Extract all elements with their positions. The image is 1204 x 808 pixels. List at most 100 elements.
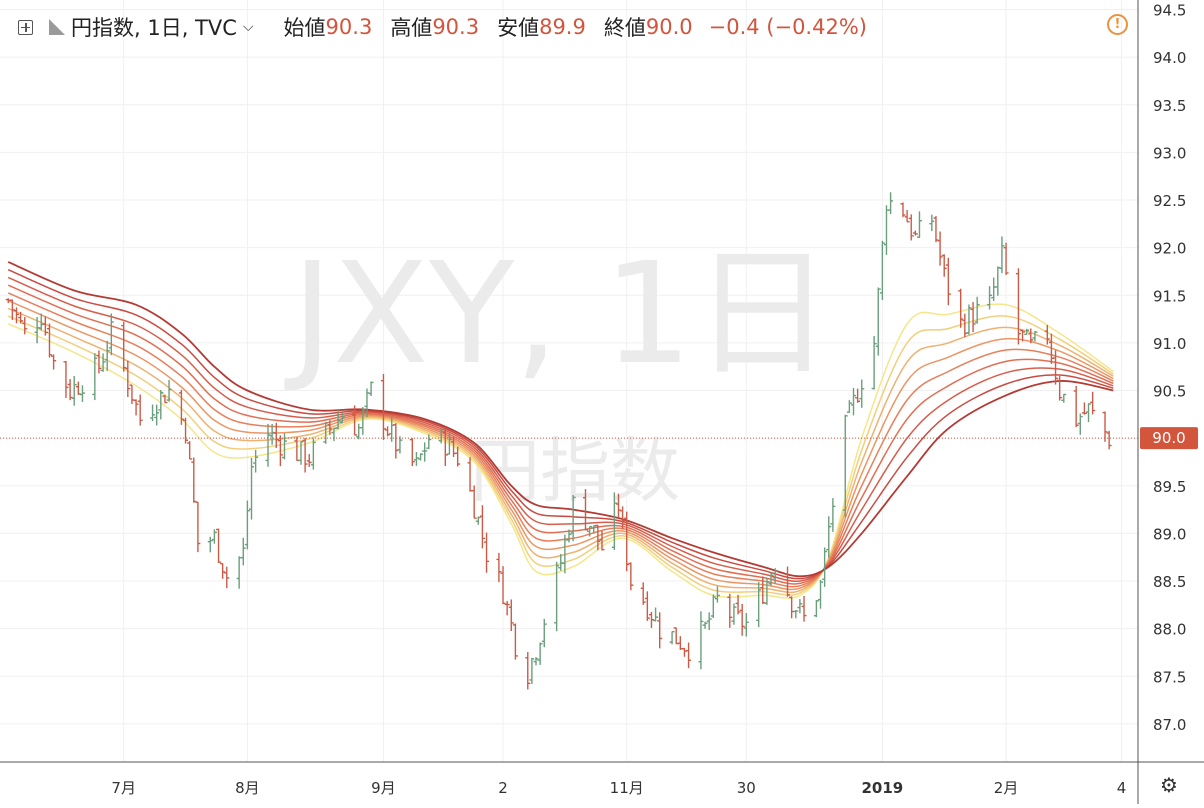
x-tick-label: 7月 (111, 779, 136, 797)
ohlc-bar (851, 388, 856, 416)
y-tick-label: 88.5 (1153, 573, 1186, 591)
ohlc-bar (183, 417, 189, 444)
chevron-down-icon[interactable]: ⌵ (242, 19, 254, 35)
ohlc-bar (846, 400, 852, 413)
ohlc-bar (397, 436, 403, 454)
warning-icon[interactable]: ! (1107, 14, 1128, 35)
ohlc-bar (1106, 430, 1112, 450)
x-tick-label: 4 (1117, 779, 1127, 797)
ohlc-bar (220, 562, 226, 579)
watermark-name: 円指数 (470, 430, 680, 512)
ohlc-bar (249, 457, 255, 520)
plus-square-icon[interactable] (18, 19, 33, 35)
ohlc-bar (879, 240, 885, 300)
ohlc-bar (624, 511, 630, 572)
ohlc-bar (640, 582, 646, 605)
ohlc-bar (991, 277, 997, 302)
high-label: 高値 (390, 16, 433, 40)
ohlc-bar (937, 231, 943, 266)
y-tick-label: 93.5 (1153, 97, 1186, 115)
ohlc-bar (504, 600, 510, 616)
last-price-tag: 90.0 (1140, 427, 1198, 450)
ohlc-bar (628, 562, 634, 591)
ohlc-bar (1061, 393, 1067, 403)
ohlc-bar (1028, 328, 1034, 344)
ohlc-bar (681, 647, 687, 657)
ohlc-bar (327, 420, 333, 435)
low-value: 89.9 (539, 15, 586, 39)
ohlc-bar (859, 379, 865, 408)
gear-icon[interactable]: ⚙ (1160, 773, 1178, 797)
ohlc-bar (508, 599, 514, 632)
ohlc-bar (195, 501, 201, 553)
ohlc-bar (764, 577, 770, 605)
open-label: 始値 (283, 16, 326, 40)
ohlc-bar (657, 612, 663, 649)
ohlc-bar (46, 323, 52, 358)
ohlc-bar (587, 525, 593, 537)
ohlc-bar (1053, 350, 1059, 385)
watermark-ticker: JXY, 1日 (284, 233, 833, 396)
close-value: 90.0 (645, 15, 693, 39)
bar-style-icon[interactable] (49, 19, 65, 35)
ohlc-bar (995, 266, 1001, 296)
ohlc-bar (154, 404, 160, 426)
ohlc-bar (677, 636, 683, 651)
ohlc-bar (826, 516, 832, 558)
ohlc-bar (137, 394, 143, 426)
ohlc-bar (92, 353, 98, 401)
ohlc-bar (356, 423, 362, 440)
ohlc-bar (13, 307, 19, 324)
last-price-label: 90.0 (1152, 429, 1185, 447)
y-tick-label: 93.0 (1153, 144, 1186, 162)
ma-line (7, 307, 1114, 594)
y-tick-label: 90.5 (1153, 383, 1186, 401)
ohlc-bar (104, 340, 110, 371)
symbol-title[interactable]: 円指数, 1日, TVC (71, 16, 237, 40)
grid (0, 0, 1138, 762)
ohlc-bar (67, 379, 73, 401)
ohlc-bar (18, 311, 24, 324)
ohlc-bar (966, 304, 972, 335)
ohlc-bar (1073, 385, 1079, 428)
ohlc-bar (908, 214, 914, 241)
ohlc-bar (479, 505, 485, 549)
ohlc-bar (496, 552, 502, 583)
ohlc-bar (644, 591, 650, 621)
x-tick-label: 2019 (861, 779, 903, 797)
ohlc-bar (941, 254, 947, 277)
ohlc-bar (731, 603, 737, 625)
ohlc-bar (133, 399, 139, 416)
ohlc-bar (484, 532, 490, 573)
x-tick-label: 9月 (371, 779, 396, 797)
ohlc-bar (772, 568, 778, 584)
ohlc-bar (970, 302, 976, 333)
ohlc-bar (446, 433, 452, 455)
ohlc-bar (582, 489, 588, 531)
ohlc-bar (422, 442, 428, 462)
ohlc-bar (216, 528, 222, 563)
ohlc-bar (455, 446, 461, 467)
ohlc-bar (533, 657, 539, 666)
ohlc-bar (974, 296, 980, 324)
ohlc-bar (888, 192, 894, 215)
ohlc-bar (842, 414, 848, 518)
ohlc-bar (669, 630, 675, 645)
ohlc-bar (1003, 242, 1009, 275)
ohlc-bar (335, 409, 341, 430)
y-tick-label: 92.5 (1153, 192, 1186, 210)
ohlc-bar (1102, 411, 1108, 442)
ohlc-bar (121, 321, 127, 372)
ohlc-bar (710, 594, 716, 618)
ohlc-bar (471, 485, 477, 519)
ohlc-bars (5, 192, 1112, 690)
ohlc-bar (999, 236, 1005, 274)
ohlc-bar (413, 452, 419, 466)
ohlc-bar (125, 360, 131, 398)
ohlc-bar (166, 379, 172, 402)
ohlc-bar (541, 618, 547, 648)
ohlc-bar (22, 317, 28, 335)
ohlc-bar (1032, 330, 1038, 342)
